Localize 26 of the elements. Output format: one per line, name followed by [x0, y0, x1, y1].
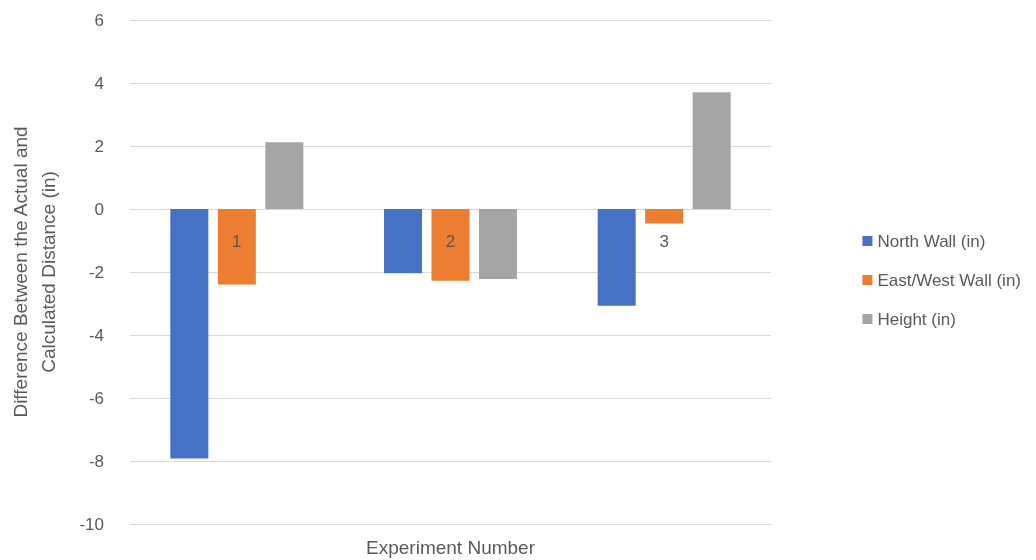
- bar: [479, 209, 517, 279]
- bar: [217, 209, 256, 285]
- y-tick-label: 6: [94, 10, 104, 30]
- y-tick-label: -2: [88, 262, 104, 282]
- bar: [431, 209, 470, 281]
- y-axis-title: Difference Between the Actual and Calculated Distance (in): [9, 126, 59, 418]
- x-tick-label: 2: [445, 232, 456, 251]
- y-tick-label: 4: [94, 73, 104, 93]
- legend-label: Height (in): [877, 309, 956, 329]
- bar: [265, 142, 304, 209]
- y-tick-label: -6: [88, 388, 104, 408]
- y-tick-label: -4: [88, 325, 104, 345]
- bar: [170, 209, 209, 459]
- bar: [384, 209, 422, 274]
- legend-label: North Wall (in): [877, 231, 986, 251]
- x-tick-label: 1: [232, 232, 242, 251]
- bar: [645, 209, 684, 224]
- bar: [597, 209, 636, 306]
- y-tick-label: -8: [88, 451, 104, 471]
- x-axis-title: Experiment Number: [366, 537, 536, 558]
- legend-label: East/West Wall (in): [877, 270, 1022, 290]
- y-tick-label: -10: [79, 514, 104, 534]
- bar: [692, 92, 731, 209]
- x-tick-label: 3: [659, 232, 669, 251]
- y-tick-label: 0: [94, 199, 104, 219]
- y-tick-label: 2: [94, 136, 104, 156]
